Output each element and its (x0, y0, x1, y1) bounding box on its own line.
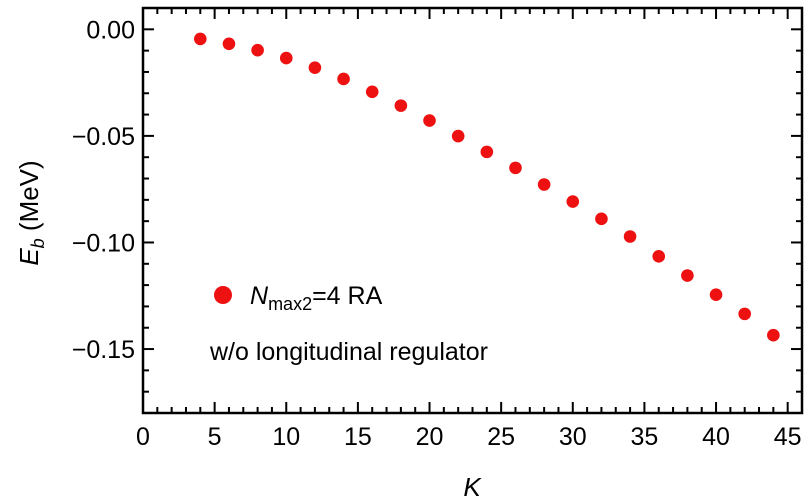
x-tick-label: 25 (487, 423, 515, 451)
x-tick-label: 45 (774, 423, 802, 451)
data-point (566, 195, 580, 208)
data-point (365, 85, 379, 99)
y-tick-label: −0.10 (72, 229, 135, 257)
axis-ticks (142, 7, 803, 414)
x-tick-label: 40 (702, 423, 730, 451)
y-tick-label: −0.05 (72, 123, 135, 151)
data-point (222, 37, 236, 51)
y-tick-label: 0.00 (86, 16, 135, 44)
data-point (537, 178, 551, 191)
legend-label: Nmax2=4 RA (250, 282, 383, 314)
y-axis-title: Eb (MeV) (14, 160, 48, 265)
data-point (480, 145, 494, 159)
data-point (251, 43, 264, 57)
y-axis-title-unit: (MeV) (14, 160, 44, 238)
data-point (394, 99, 408, 112)
y-axis-title-main: E (14, 248, 44, 266)
data-point (738, 307, 751, 321)
legend-label-main: N (250, 282, 269, 310)
y-tick-label: −0.15 (72, 336, 135, 364)
x-tick-label: 35 (631, 423, 659, 451)
x-axis-title: K (463, 472, 482, 500)
data-point (681, 269, 694, 282)
legend-label-sub: max2 (268, 294, 312, 314)
x-tick-label: 20 (416, 423, 444, 451)
data-point (451, 129, 465, 143)
data-points (194, 32, 780, 342)
legend-marker (214, 286, 232, 304)
data-point (423, 114, 436, 127)
x-tick-label: 30 (559, 423, 587, 451)
legend-label-rest: =4 RA (312, 282, 383, 310)
y-axis-title-sub: b (28, 238, 48, 248)
data-point (623, 230, 637, 243)
data-point (709, 288, 723, 301)
annotation-text: w/o longitudinal regulator (209, 338, 488, 366)
data-point (595, 212, 608, 226)
data-point (652, 250, 666, 263)
x-tick-label: 5 (208, 423, 222, 451)
data-point (767, 328, 780, 342)
data-point (308, 61, 322, 74)
data-point (337, 72, 350, 86)
data-point (194, 32, 207, 46)
x-tick-label: 0 (136, 423, 150, 451)
x-tick-label: 15 (344, 423, 372, 451)
data-point (279, 51, 293, 65)
y-tick-labels: 0.00 −0.05 −0.10 −0.15 (72, 16, 135, 364)
x-tick-labels: 0 5 10 15 20 25 30 35 40 45 (136, 423, 802, 451)
data-point (509, 161, 522, 175)
x-tick-label: 10 (272, 423, 300, 451)
